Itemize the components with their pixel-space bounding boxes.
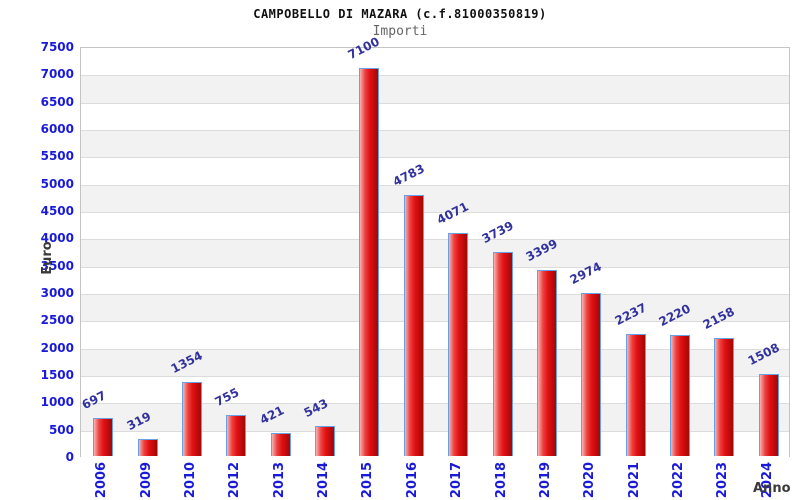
x-tick-label-2022: 2022 xyxy=(671,461,687,499)
x-tick-label-2019: 2019 xyxy=(537,461,553,499)
gridline xyxy=(81,75,789,77)
gridline xyxy=(81,430,789,432)
gridline xyxy=(81,157,789,159)
x-tick-label-2021: 2021 xyxy=(626,461,642,499)
x-axis-title: Anno xyxy=(753,481,791,496)
x-tick-label-2016: 2016 xyxy=(404,461,420,499)
background-band xyxy=(81,294,789,322)
bar-2014 xyxy=(315,426,336,456)
chart-subtitle: Importi xyxy=(372,24,428,39)
bar-2017 xyxy=(448,233,469,456)
y-tick-label: 0 xyxy=(65,450,74,464)
y-tick-label: 5500 xyxy=(40,149,74,164)
y-tick-label: 500 xyxy=(48,422,74,437)
bar-2022 xyxy=(670,334,691,456)
bar-2009 xyxy=(137,438,158,456)
gridline xyxy=(81,348,789,350)
bar-2016 xyxy=(403,194,424,456)
x-tick-label-2018: 2018 xyxy=(493,461,509,499)
background-band xyxy=(81,212,789,240)
gridline xyxy=(81,376,789,377)
y-tick-label: 4500 xyxy=(40,204,74,218)
x-tick-label-2017: 2017 xyxy=(449,461,465,499)
x-tick-label-2010: 2010 xyxy=(182,461,198,499)
background-band xyxy=(81,184,789,212)
gridline xyxy=(81,239,789,241)
x-tick-label-2020: 2020 xyxy=(582,461,598,499)
gridline xyxy=(81,403,789,405)
y-tick-label: 5000 xyxy=(40,176,74,191)
background-band xyxy=(81,239,789,267)
bar-2006 xyxy=(93,417,114,456)
bar-2019 xyxy=(536,270,557,456)
bar-2010 xyxy=(181,381,202,456)
y-tick-label: 7000 xyxy=(40,67,74,82)
y-tick-label: 2000 xyxy=(40,340,74,355)
bar-2021 xyxy=(625,333,646,456)
y-tick-label: 1000 xyxy=(40,395,74,410)
x-tick-label-2015: 2015 xyxy=(360,461,376,499)
gridline xyxy=(81,321,789,323)
y-tick-label: 3000 xyxy=(40,286,74,300)
background-band xyxy=(81,75,789,103)
y-tick-label: 7500 xyxy=(40,40,74,54)
gridline xyxy=(81,130,789,131)
bar-2024 xyxy=(758,373,779,456)
background-band xyxy=(81,48,789,76)
background-band xyxy=(81,266,789,294)
y-tick-label: 3500 xyxy=(40,258,74,273)
x-tick-label-2023: 2023 xyxy=(715,461,731,499)
background-band xyxy=(81,157,789,185)
gridline xyxy=(81,266,789,268)
y-tick-label: 2500 xyxy=(40,313,74,328)
gridline xyxy=(81,102,789,104)
y-axis-title: Euro xyxy=(40,241,55,275)
plot-area xyxy=(80,47,790,458)
background-band xyxy=(81,102,789,130)
gridline xyxy=(81,212,789,213)
y-tick-label: 6500 xyxy=(40,94,74,109)
gridline xyxy=(81,294,789,295)
y-tick-label: 1500 xyxy=(40,368,74,382)
x-tick-label-2009: 2009 xyxy=(138,461,154,499)
bar-2023 xyxy=(714,338,735,456)
bar-2013 xyxy=(270,433,291,456)
bar-2015 xyxy=(359,67,380,456)
background-band xyxy=(81,130,789,158)
y-tick-label: 6000 xyxy=(40,122,74,136)
x-tick-label-2006: 2006 xyxy=(94,461,110,499)
bar-2020 xyxy=(581,293,602,456)
y-tick-label: 4000 xyxy=(40,231,74,246)
gridline xyxy=(81,184,789,186)
bar-2012 xyxy=(226,414,247,456)
x-tick-label-2012: 2012 xyxy=(227,461,243,499)
chart-title: CAMPOBELLO DI MAZARA (c.f.81000350819) xyxy=(253,7,547,21)
x-tick-label-2013: 2013 xyxy=(271,461,287,499)
x-tick-label-2014: 2014 xyxy=(316,461,332,499)
bar-2018 xyxy=(492,251,513,456)
